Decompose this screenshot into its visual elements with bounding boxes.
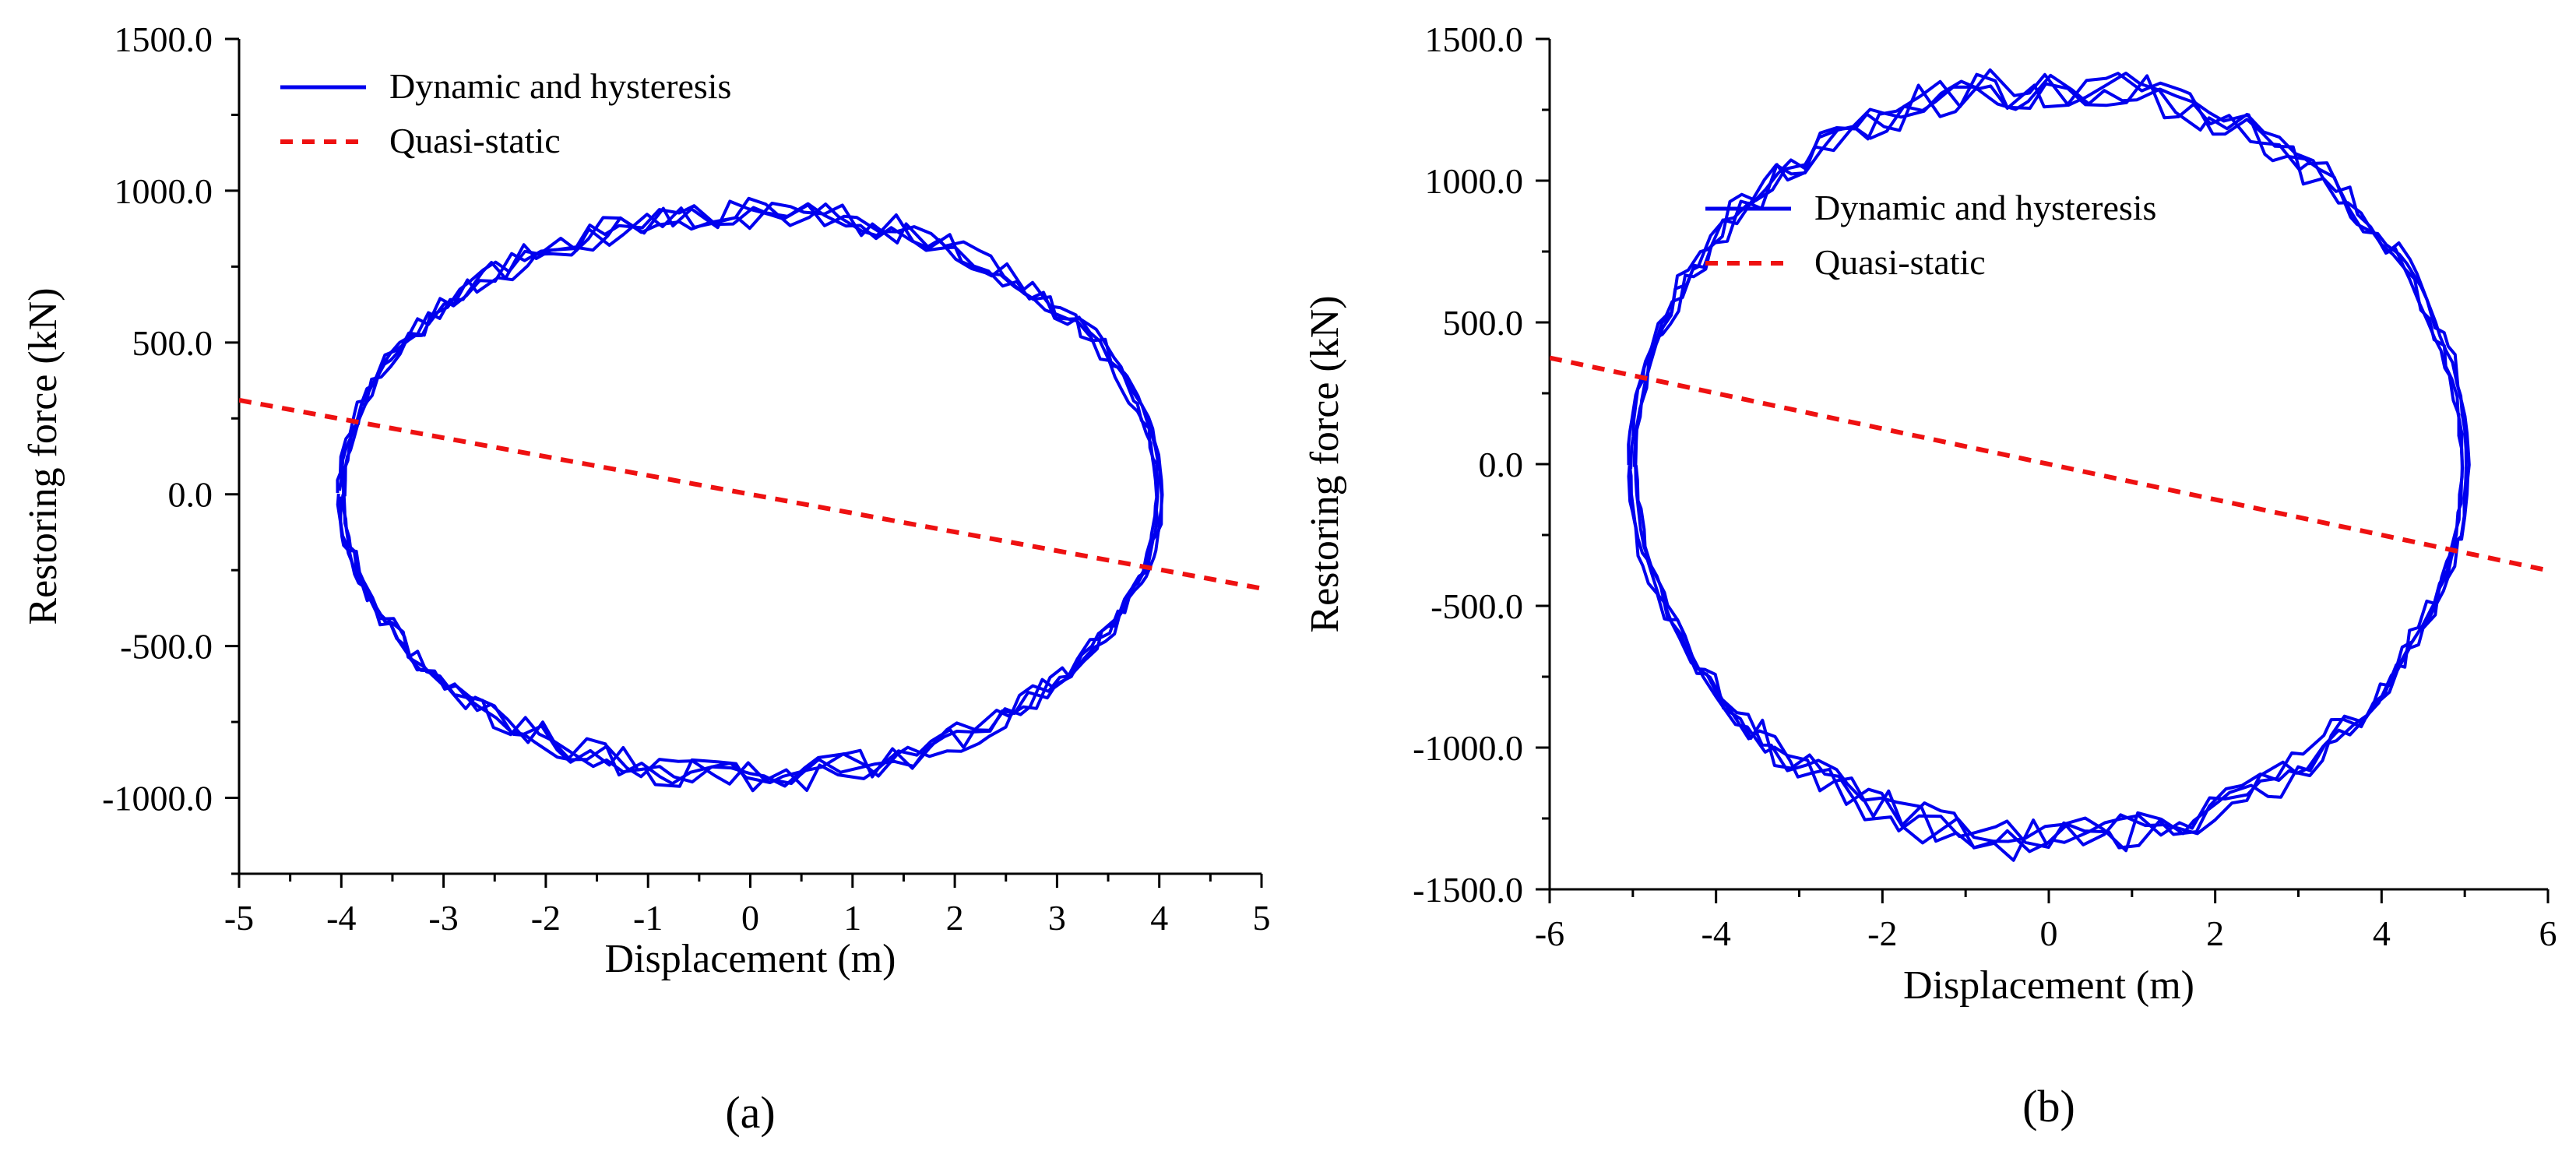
chart-panel-a: -5 -4 -3 -2 -1 0 1 2 3 4 5 -1000.0 -500.0 0.0 500.0 100… [21,19,1271,1138]
legend-label-quasi-static: Quasi-static [389,121,561,160]
x-tick-label: 2 [2206,913,2224,953]
y-axis-title: Restoring force (kN) [21,287,65,625]
x-tick-label: 0 [741,898,759,938]
legend-label-dynamic: Dynamic and hysteresis [389,66,731,106]
legend-label-quasi-static: Quasi-static [1814,242,1986,282]
x-axis-title: Displacement (m) [605,937,896,981]
hysteresis-cycle-2 [342,202,1159,793]
y-tick-label: 0.0 [1479,445,1524,484]
x-tick-label: -4 [1701,913,1731,953]
y-tick-label: 1000.0 [114,171,213,211]
quasi-static-line [239,397,1262,591]
x-tick-label: -4 [326,898,356,938]
hysteresis-cycle-3 [336,202,1164,792]
hysteresis-cycle-4 [341,196,1160,788]
y-tick-label: -500.0 [120,627,213,667]
x-tick-label: -2 [1867,913,1897,953]
y-tick-label: 1000.0 [1425,161,1524,201]
x-tick-label: 3 [1048,898,1066,938]
plot-area [1550,68,2548,862]
y-tick-label: -1000.0 [1413,728,1523,768]
y-tick-label: 1500.0 [1425,19,1524,59]
x-tick-label: 6 [2539,913,2557,953]
hysteresis-cycle-4 [1634,73,2464,854]
legend: Dynamic and hysteresis Quasi-static [1705,188,2156,282]
y-tick-label: -1000.0 [102,779,213,818]
x-axis-title: Displacement (m) [1903,963,2194,1008]
x-tick-label: -5 [224,898,254,938]
y-tick-label: -1500.0 [1413,870,1523,910]
x-tick-label: 4 [2373,913,2391,953]
y-tick-label: 1500.0 [114,19,213,59]
x-tick-label: 4 [1150,898,1168,938]
legend-label-dynamic: Dynamic and hysteresis [1814,188,2156,227]
y-tick-label: 500.0 [132,323,213,363]
chart-panel-b: -6 -4 -2 0 2 4 6 -1500.0 -1000.0 -500.0 0.0 500.0 10… [1303,19,2557,1132]
plot-area [239,196,1262,793]
x-tick-label: 5 [1253,898,1271,938]
x-tick-label: -2 [531,898,561,938]
y-axis-title: Restoring force (kN) [1303,295,1347,632]
x-tick-label: 0 [2040,913,2058,953]
y-tick-label: -500.0 [1431,586,1523,626]
x-tick-label: 2 [946,898,964,938]
x-tick-label: -3 [428,898,458,938]
quasi-static-line [1550,355,2548,573]
panel-label: (b) [2022,1081,2075,1132]
y-tick-label: 500.0 [1443,303,1524,343]
panel-label: (a) [725,1087,775,1138]
x-tick-label: -6 [1535,913,1564,953]
y-tick-label: 0.0 [168,475,213,515]
x-tick-label: -1 [633,898,663,938]
legend: Dynamic and hysteresis Quasi-static [280,66,731,160]
x-tick-label: 1 [843,898,861,938]
